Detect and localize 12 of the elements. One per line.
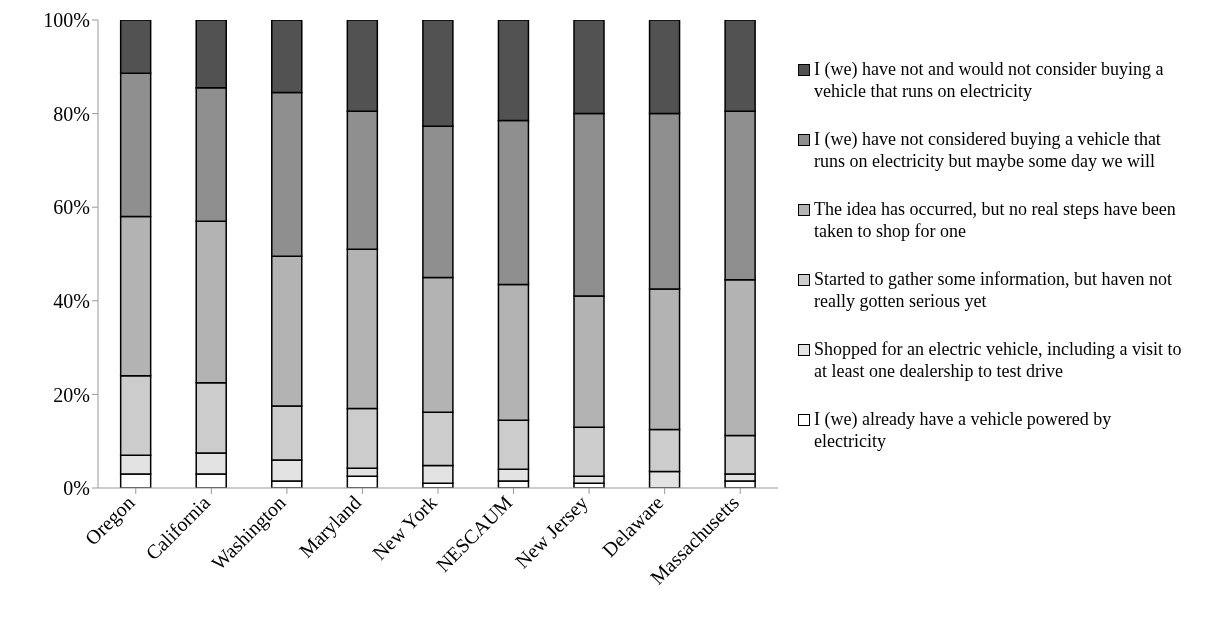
y-tick-label: 60% [53, 196, 90, 219]
y-tick-label: 20% [53, 383, 90, 406]
y-tick-label: 40% [53, 289, 90, 312]
legend-label: Started to gather some information, but haven not really gotten serious yet [814, 268, 1173, 312]
legend-label: The idea has occurred, but no real steps have been taken to shop for one [814, 198, 1177, 242]
legend-label: I (we) have not and would not consider buying a vehicle that runs on electricity [814, 58, 1165, 102]
y-tick-label: 0% [63, 477, 90, 500]
legend-label: I (we) have not considered buying a vehicle that runs on electricity but maybe some day we will [814, 128, 1162, 172]
y-tick-label: 100% [43, 9, 90, 32]
legend-label: Shopped for an electric vehicle, including a visit to at least one dealership to test drive [814, 338, 1183, 382]
legend-label: I (we) already have a vehicle powered by electricity [814, 408, 1113, 452]
y-tick-label: 80% [53, 102, 90, 125]
